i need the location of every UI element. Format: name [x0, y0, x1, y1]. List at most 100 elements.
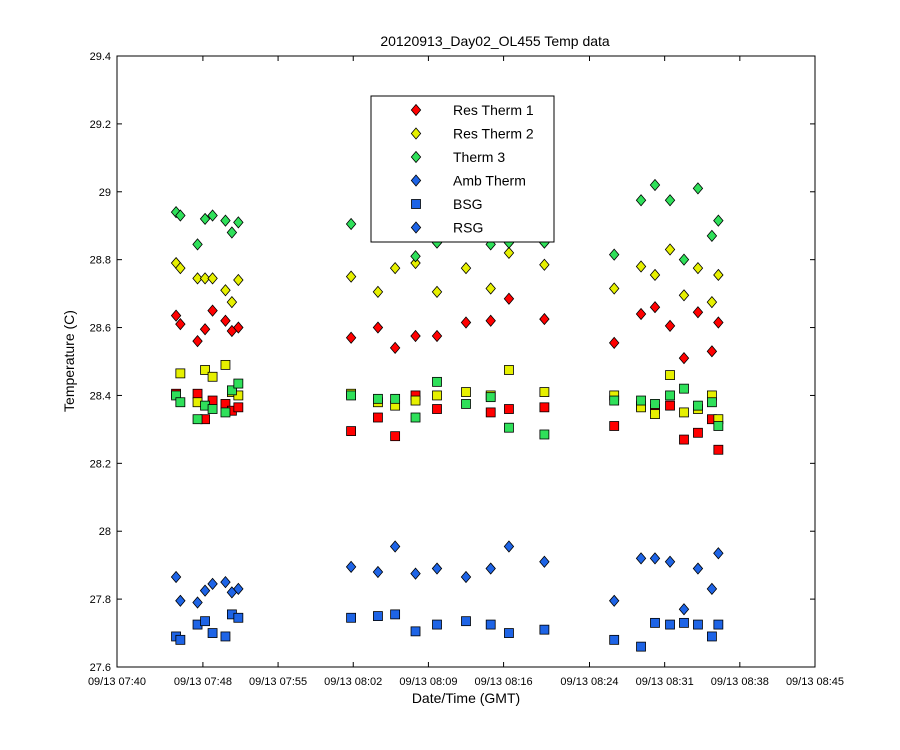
- diamond-marker: [460, 316, 472, 329]
- square-marker: [713, 619, 724, 630]
- diamond-marker: [207, 272, 218, 285]
- diamond-marker: [199, 584, 211, 597]
- y-tick-label: 28.6: [90, 323, 111, 335]
- square-marker: [539, 429, 550, 440]
- square-marker: [665, 400, 675, 411]
- chart-title: 20120913_Day02_OL455 Temp data: [380, 33, 610, 49]
- square-marker: [693, 427, 703, 438]
- diamond-marker: [713, 547, 724, 560]
- square-marker: [485, 407, 496, 418]
- x-tick-label: 09/13 07:55: [249, 676, 307, 688]
- square-marker: [390, 393, 401, 404]
- diamond-marker: [678, 253, 690, 266]
- diamond-marker: [372, 565, 384, 579]
- diamond-marker: [410, 256, 421, 270]
- diamond-marker: [692, 562, 704, 575]
- square-marker: [175, 397, 186, 408]
- diamond-marker: [706, 345, 718, 358]
- y-tick-label: 29.2: [90, 119, 111, 131]
- square-marker: [485, 392, 496, 403]
- square-marker: [192, 414, 203, 425]
- y-tick-label: 27.8: [90, 594, 111, 606]
- square-marker: [390, 609, 401, 620]
- square-marker: [220, 407, 231, 418]
- diamond-marker: [175, 262, 186, 275]
- diamond-marker: [608, 594, 620, 607]
- legend: Res Therm 1 Res Therm 2 Therm 3 Amb Therm BS…: [370, 95, 555, 243]
- square-marker: [665, 390, 675, 401]
- diamond-marker: [649, 552, 661, 565]
- diamond-marker: [410, 567, 421, 580]
- square-marker: [432, 390, 442, 401]
- diamond-marker: [170, 309, 182, 322]
- legend-marker: [410, 150, 422, 164]
- x-tick-label: 09/13 08:38: [711, 676, 769, 688]
- diamond-marker: [207, 304, 218, 317]
- diamond-marker: [706, 295, 718, 309]
- diamond-marker: [460, 570, 472, 584]
- legend-marker: [410, 103, 422, 117]
- square-marker: [373, 412, 383, 423]
- diamond-marker: [192, 272, 203, 285]
- diamond-marker: [649, 301, 661, 314]
- diamond-marker: [175, 594, 186, 607]
- square-marker: [650, 399, 660, 409]
- legend-entry-label: Therm 3: [453, 149, 505, 165]
- diamond-marker: [485, 562, 496, 575]
- diamond-marker: [635, 307, 647, 321]
- square-marker: [679, 617, 689, 628]
- square-marker: [233, 612, 244, 623]
- square-marker: [485, 619, 496, 630]
- square-marker: [650, 617, 660, 628]
- square-marker: [504, 404, 514, 414]
- square-marker: [432, 404, 442, 414]
- square-marker: [539, 387, 550, 397]
- diamond-marker: [503, 540, 515, 553]
- diamond-marker: [175, 209, 186, 222]
- square-marker: [504, 628, 514, 638]
- square-marker: [175, 368, 186, 379]
- square-marker: [233, 390, 244, 401]
- square-marker: [233, 378, 244, 389]
- diamond-marker: [678, 603, 690, 616]
- square-marker: [207, 628, 218, 638]
- x-tick-label: 09/13 07:48: [174, 676, 232, 688]
- square-marker: [390, 431, 401, 442]
- square-marker: [346, 612, 356, 623]
- y-tick-label: 28.2: [90, 458, 111, 470]
- square-marker: [346, 426, 356, 436]
- diamond-marker: [389, 341, 401, 355]
- square-marker: [220, 631, 231, 642]
- square-marker: [373, 611, 383, 621]
- x-tick-label: 09/13 08:02: [324, 676, 382, 688]
- diamond-marker: [345, 217, 357, 231]
- x-tick-label: 09/13 08:45: [786, 676, 844, 688]
- square-marker: [227, 385, 237, 396]
- legend-entry-label: Res Therm 1: [453, 102, 534, 118]
- square-marker: [650, 409, 660, 420]
- diamond-marker: [706, 582, 718, 596]
- diamond-marker: [372, 285, 384, 299]
- diamond-marker: [389, 540, 401, 553]
- diamond-marker: [345, 331, 357, 344]
- square-marker: [713, 444, 724, 455]
- square-marker: [609, 395, 620, 406]
- square-marker: [233, 402, 244, 413]
- diamond-marker: [485, 314, 496, 327]
- legend-marker: [410, 221, 422, 234]
- legend-marker: [410, 174, 422, 187]
- square-marker: [373, 393, 383, 404]
- diamond-marker: [170, 570, 182, 584]
- square-marker: [461, 387, 471, 397]
- legend-entry-label: BSG: [453, 196, 483, 212]
- diamond-marker: [649, 178, 661, 192]
- square-marker: [192, 388, 203, 399]
- series-3: [170, 540, 724, 616]
- y-tick-label: 27.6: [90, 662, 111, 674]
- y-tick-label: 28.4: [90, 390, 111, 402]
- diamond-marker: [692, 262, 704, 275]
- square-marker: [200, 365, 210, 375]
- diamond-marker: [233, 273, 244, 287]
- diamond-marker: [608, 282, 620, 295]
